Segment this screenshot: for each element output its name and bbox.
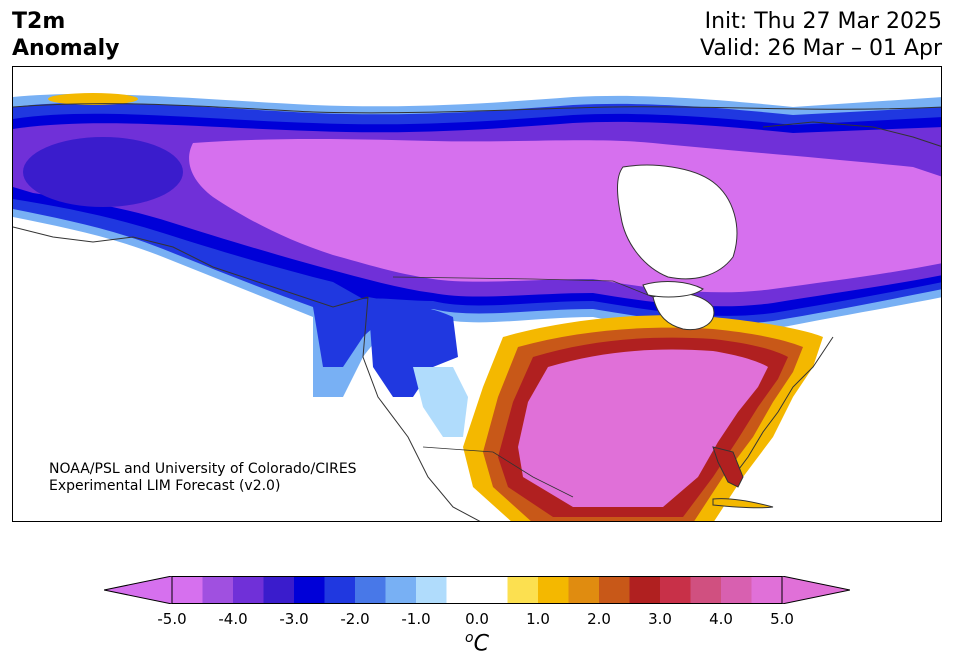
colorbar-bin — [233, 576, 264, 604]
colorbar-bin — [568, 576, 600, 604]
colorbar-bin — [202, 576, 234, 604]
colorbar-bin — [751, 576, 783, 604]
colorbar-unit: oC — [0, 630, 954, 656]
credit-line-2: Experimental LIM Forecast (v2.0) — [49, 478, 281, 494]
colorbar-tick-label: 4.0 — [709, 610, 733, 628]
warm-core — [518, 349, 768, 507]
us-canada-border — [392, 276, 654, 298]
colorbar-tick-label: 2.0 — [587, 610, 611, 628]
alaska-warm-edge — [48, 93, 138, 105]
anomaly-map — [13, 67, 941, 521]
credit-line-1: NOAA/PSL and University of Colorado/CIRE… — [49, 461, 357, 477]
colorbar-bin — [507, 576, 539, 604]
colorbar-bin — [294, 576, 325, 604]
colorbar-tick-label: -3.0 — [279, 610, 309, 628]
east-coast — [732, 336, 834, 478]
colorbar-tick-label: -2.0 — [340, 610, 370, 628]
colorbar-tick-label: -5.0 — [157, 610, 187, 628]
colorbar-tick-label: -1.0 — [401, 610, 431, 628]
colorbar-bin — [416, 576, 447, 604]
colorbar-bin — [690, 576, 722, 604]
unit-main: C — [473, 631, 489, 657]
cold-core — [189, 139, 941, 293]
colorbar-bin — [629, 576, 661, 604]
lake-superior — [642, 281, 704, 298]
colorbar-bin — [355, 576, 386, 604]
valid-date: Valid: 26 Mar – 01 Apr — [700, 36, 942, 61]
florida — [712, 446, 744, 488]
colorbar-bin — [263, 576, 295, 604]
colorbar-extend-high — [781, 576, 850, 604]
map-title: T2m Anomaly — [12, 8, 119, 62]
cuba — [712, 498, 774, 509]
arctic-coast — [13, 103, 941, 114]
colorbar-bin — [385, 576, 417, 604]
colorbar-ticks: -5.0 -4.0 -3.0 -2.0 -1.0 0.0 1.0 2.0 3.0 4.0 5.0 — [0, 610, 954, 630]
colorbar-border — [171, 576, 783, 604]
west-cold — [368, 297, 458, 397]
colorbar-bin — [599, 576, 630, 604]
colorbar-tick-label: 5.0 — [770, 610, 794, 628]
title-line-1: T2m — [12, 9, 66, 34]
colorbar-tick-label: 0.0 — [465, 610, 489, 628]
hudson-bay — [617, 164, 738, 280]
colorbar-tick-label: -4.0 — [218, 610, 248, 628]
colorbar-bin — [324, 576, 356, 604]
west-coast — [362, 296, 481, 521]
colorbar-bin — [721, 576, 752, 604]
colorbar-bin — [660, 576, 691, 604]
colorbar-bin — [172, 576, 203, 604]
forecast-dates: Init: Thu 27 Mar 2025 Valid: 26 Mar – 01… — [700, 8, 942, 62]
init-date: Init: Thu 27 Mar 2025 — [704, 9, 942, 34]
us-mexico-border — [422, 446, 574, 498]
title-line-2: Anomaly — [12, 36, 120, 61]
unit-superscript: o — [465, 630, 474, 646]
colorbar — [104, 576, 850, 604]
colorbar-tick-label: 1.0 — [526, 610, 550, 628]
colorbar-bin — [446, 576, 478, 604]
colorbar-bin — [477, 576, 508, 604]
west-cold-light — [413, 367, 468, 437]
credit-block: NOAA/PSL and University of Colorado/CIRE… — [49, 461, 357, 495]
colorbar-bin — [538, 576, 569, 604]
colorbar-tick-label: 3.0 — [648, 610, 672, 628]
greenland-coast — [762, 121, 941, 147]
alaska-cold — [23, 137, 183, 207]
alaska-coast — [13, 226, 369, 308]
colorbar-extend-low — [104, 576, 173, 604]
map-frame — [12, 66, 942, 522]
